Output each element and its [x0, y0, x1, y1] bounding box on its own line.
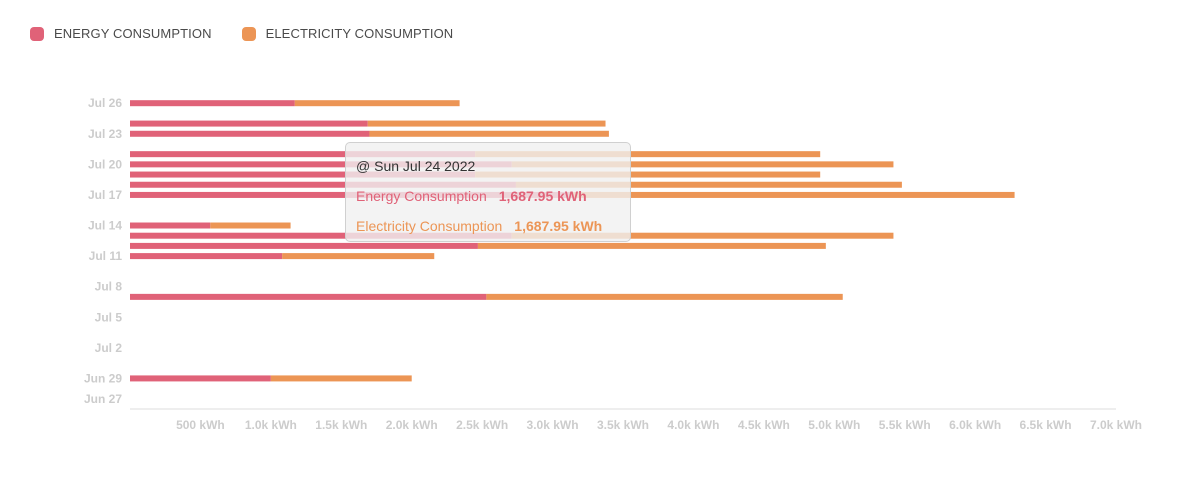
legend-label-electricity: ELECTRICITY CONSUMPTION: [265, 26, 454, 41]
x-tick-label: 6.0k kWh: [949, 418, 1001, 432]
x-tick-label: 2.5k kWh: [456, 418, 508, 432]
legend-swatch-energy: [30, 26, 44, 41]
bar-electricity: [511, 161, 894, 168]
y-tick-label: Jul 2: [95, 341, 123, 355]
y-tick-label: Jul 14: [88, 219, 122, 233]
x-tick-label: 2.0k kWh: [386, 418, 438, 432]
bar-energy: [130, 181, 516, 188]
x-tick-label: 1.0k kWh: [245, 418, 297, 432]
tooltip-electricity-row: Electricity Consumption 1,687.95 kWh: [356, 217, 620, 247]
bar-energy: [130, 130, 370, 137]
bar-energy: [130, 232, 512, 239]
legend-item-energy[interactable]: ENERGY CONSUMPTION: [30, 26, 212, 41]
legend-label-energy: ENERGY CONSUMPTION: [54, 26, 212, 41]
bar-electricity: [511, 232, 894, 239]
bar-energy: [130, 171, 476, 178]
bar-electricity: [367, 120, 606, 127]
bar-electricity: [475, 151, 821, 158]
tooltip-title: @ Sun Jul 24 2022: [356, 158, 476, 174]
bar-electricity: [486, 293, 843, 300]
bar-electricity: [294, 100, 460, 107]
x-tick-label: 4.0k kWh: [667, 418, 719, 432]
legend-item-electricity[interactable]: ELECTRICITY CONSUMPTION: [241, 26, 454, 41]
y-tick-label: Jul 26: [88, 96, 122, 110]
bar-energy: [130, 242, 478, 249]
bar-electricity: [515, 181, 902, 188]
y-tick-label: Jun 29: [84, 371, 122, 385]
x-tick-label: 500 kWh: [176, 418, 225, 432]
bar-electricity: [369, 130, 609, 137]
y-tick-label: Jul 5: [95, 310, 123, 324]
x-tick-label: 1.5k kWh: [315, 418, 367, 432]
chart-legend: ENERGY CONSUMPTION ELECTRICITY CONSUMPTI…: [30, 26, 453, 41]
y-tick-label: Jun 27: [84, 392, 122, 406]
y-tick-label: Jul 23: [88, 127, 122, 141]
bar-energy: [130, 293, 487, 300]
bar-electricity: [572, 191, 1015, 198]
tooltip-electricity-label: Electricity Consumption: [356, 218, 503, 234]
bar-energy: [130, 253, 283, 260]
x-tick-label: 6.5k kWh: [1020, 418, 1072, 432]
bar-energy: [130, 151, 476, 158]
y-tick-label: Jul 8: [95, 280, 123, 294]
bar-electricity: [270, 375, 412, 382]
y-tick-label: Jul 20: [88, 157, 122, 171]
x-tick-label: 3.5k kWh: [597, 418, 649, 432]
bar-energy: [130, 100, 295, 107]
y-tick-label: Jul 11: [89, 249, 123, 263]
bar-electricity: [210, 222, 291, 229]
y-tick-label: Jul 17: [88, 188, 122, 202]
bar-energy: [130, 222, 211, 229]
bar-energy: [130, 375, 271, 382]
tooltip-electricity-value: 1,687.95 kWh: [514, 218, 603, 234]
x-tick-label: 7.0k kWh: [1090, 418, 1142, 432]
legend-swatch-electricity: [241, 26, 256, 41]
x-tick-label: 5.5k kWh: [879, 418, 931, 432]
bar-energy: [130, 120, 368, 127]
tooltip-energy-label: Energy Consumption: [356, 188, 487, 204]
tooltip: @ Sun Jul 24 2022 Energy Consumption 1,68…: [345, 142, 631, 242]
bar-energy: [130, 161, 512, 168]
tooltip-energy-row: Energy Consumption 1,687.95 kWh: [356, 187, 620, 217]
bar-electricity: [475, 171, 821, 178]
x-tick-label: 4.5k kWh: [738, 418, 790, 432]
bar-electricity: [477, 242, 826, 249]
x-tick-label: 3.0k kWh: [527, 418, 579, 432]
tooltip-energy-value: 1,687.95 kWh: [498, 188, 587, 204]
bar-electricity: [282, 253, 435, 260]
x-tick-label: 5.0k kWh: [808, 418, 860, 432]
